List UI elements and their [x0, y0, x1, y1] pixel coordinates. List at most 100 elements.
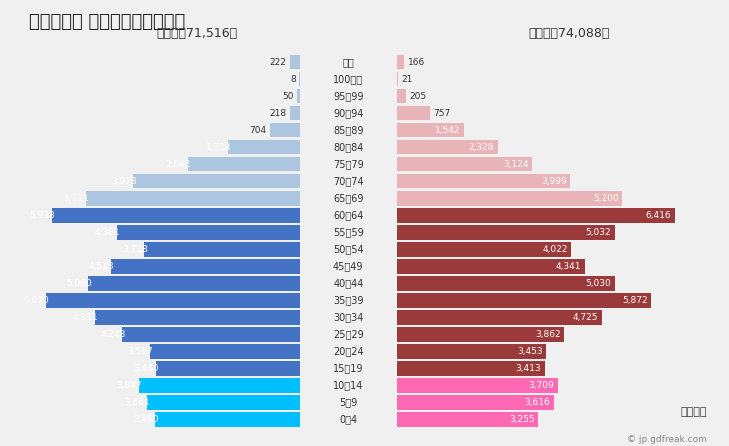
Bar	[228, 140, 300, 154]
Text: 4,381: 4,381	[94, 228, 120, 237]
Text: 75～79: 75～79	[333, 159, 364, 169]
Text: 3,255: 3,255	[509, 415, 534, 424]
Bar	[397, 72, 398, 87]
Text: 1,542: 1,542	[434, 126, 460, 135]
Bar	[397, 106, 430, 120]
Text: 80～84: 80～84	[333, 142, 364, 152]
Bar	[52, 208, 300, 223]
Bar	[397, 259, 585, 274]
Text: 15～19: 15～19	[333, 363, 364, 374]
Text: 3,587: 3,587	[128, 347, 153, 356]
Text: 1,714: 1,714	[206, 143, 231, 152]
Text: 50～54: 50～54	[333, 244, 364, 254]
Text: 0～4: 0～4	[339, 415, 357, 425]
Text: 100歳～: 100歳～	[333, 74, 363, 84]
Text: 4,725: 4,725	[572, 313, 598, 322]
Bar	[397, 395, 553, 410]
Bar	[86, 191, 300, 206]
Text: 25～29: 25～29	[333, 330, 364, 339]
Text: 3,718: 3,718	[122, 245, 148, 254]
Text: 8: 8	[290, 74, 296, 83]
Text: 85～89: 85～89	[333, 125, 364, 135]
Text: 166: 166	[408, 58, 425, 66]
Text: 205: 205	[409, 91, 426, 101]
Bar	[122, 327, 300, 342]
Text: 50: 50	[283, 91, 294, 101]
Text: 3,616: 3,616	[524, 398, 550, 407]
Text: 60～64: 60～64	[333, 211, 364, 220]
Text: 20～24: 20～24	[333, 347, 364, 356]
Bar	[156, 361, 300, 376]
Bar	[95, 310, 300, 325]
Text: 35～39: 35～39	[333, 295, 364, 306]
Text: 3,709: 3,709	[529, 381, 554, 390]
Bar	[290, 106, 300, 120]
Text: 3,847: 3,847	[117, 381, 142, 390]
Bar	[144, 242, 300, 256]
Bar	[397, 123, 464, 137]
Bar	[155, 413, 300, 427]
Bar	[297, 89, 300, 103]
Bar	[111, 259, 300, 274]
Bar	[187, 157, 300, 171]
Bar	[397, 310, 601, 325]
Text: 4,022: 4,022	[542, 245, 568, 254]
Bar	[397, 55, 404, 69]
Text: 3,440: 3,440	[133, 364, 159, 373]
Text: 30～34: 30～34	[333, 313, 364, 322]
Text: 女性計：74,088人: 女性計：74,088人	[528, 27, 609, 40]
Text: 70～74: 70～74	[333, 176, 364, 186]
Text: 4,341: 4,341	[556, 262, 582, 271]
Text: 6,416: 6,416	[646, 211, 671, 220]
Text: 3,661: 3,661	[124, 398, 150, 407]
Bar	[88, 276, 300, 291]
Bar	[397, 208, 675, 223]
Text: 55～59: 55～59	[333, 227, 364, 237]
Bar	[397, 344, 547, 359]
Bar	[133, 174, 300, 189]
Text: 45～49: 45～49	[333, 261, 364, 271]
Text: 4,513: 4,513	[89, 262, 114, 271]
Bar	[397, 157, 532, 171]
Bar	[149, 344, 300, 359]
Text: 2,328: 2,328	[469, 143, 494, 152]
Text: 2,682: 2,682	[165, 160, 191, 169]
Text: 5,032: 5,032	[586, 228, 612, 237]
Text: 3,413: 3,413	[515, 364, 542, 373]
Bar	[290, 55, 300, 69]
Bar	[397, 225, 615, 240]
Text: 5,111: 5,111	[63, 194, 90, 203]
Text: 6,070: 6,070	[24, 296, 50, 305]
Text: 男性計：71,516人: 男性計：71,516人	[156, 27, 238, 40]
Bar	[397, 413, 538, 427]
Bar	[397, 378, 558, 393]
Text: 90～94: 90～94	[333, 108, 364, 118]
Text: 40～44: 40～44	[333, 278, 364, 289]
Text: 3,999: 3,999	[541, 177, 566, 186]
Text: 3,460: 3,460	[133, 415, 158, 424]
Text: 不詳: 不詳	[343, 57, 354, 67]
Bar	[397, 293, 651, 308]
Text: 5,200: 5,200	[593, 194, 619, 203]
Text: 5,060: 5,060	[66, 279, 92, 288]
Text: 5～9: 5～9	[339, 398, 357, 408]
Text: 704: 704	[249, 126, 266, 135]
Bar	[397, 242, 571, 256]
Bar	[397, 361, 545, 376]
Text: 3,862: 3,862	[535, 330, 561, 339]
Text: 757: 757	[433, 109, 451, 118]
Text: 4,248: 4,248	[100, 330, 125, 339]
Text: 5,030: 5,030	[585, 279, 612, 288]
Bar	[270, 123, 300, 137]
Text: 単位：人: 単位：人	[681, 407, 707, 417]
Bar	[397, 276, 615, 291]
Text: 3,453: 3,453	[518, 347, 543, 356]
Bar	[397, 327, 564, 342]
Text: © jp.gdfreak.com: © jp.gdfreak.com	[627, 434, 707, 443]
Bar	[397, 191, 622, 206]
Bar	[46, 293, 300, 308]
Text: 65～69: 65～69	[333, 193, 364, 203]
Text: 222: 222	[269, 58, 286, 66]
Bar	[397, 89, 406, 103]
Text: 95～99: 95～99	[333, 91, 364, 101]
